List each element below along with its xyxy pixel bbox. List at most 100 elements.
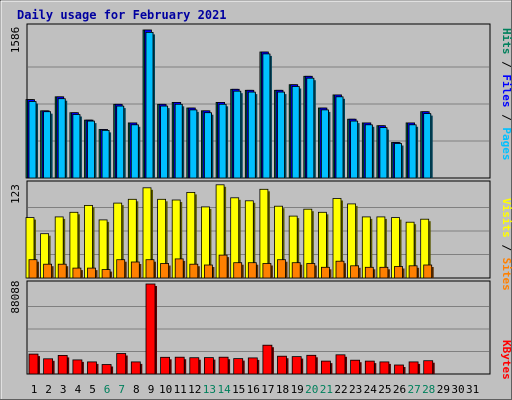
legend-hits-text: Hits [500, 28, 512, 55]
pages-bar-day-6 [101, 129, 110, 179]
day-label-30: 30 [451, 383, 464, 396]
pages-bar-day-27 [408, 124, 417, 179]
legend-files-text: Files [500, 74, 512, 107]
sites-bar-day-13 [203, 264, 213, 279]
kbytes-bar-day-12 [189, 357, 200, 375]
pages-bar-day-2 [43, 111, 51, 179]
legend-visits-sites: Visits / Sites [500, 198, 512, 291]
sites-bar-day-25 [379, 266, 389, 279]
legend-sites-text: Sites [500, 258, 512, 291]
day-label-15: 15 [232, 383, 245, 396]
kbytes-bar-day-25 [379, 361, 390, 375]
kbytes-bar-day-18 [277, 355, 287, 375]
pages-bar-day-15 [233, 90, 242, 179]
pages-bar-day-25 [379, 127, 388, 179]
pages-bar-day-1 [28, 101, 37, 179]
sites-bar-day-19 [291, 262, 301, 279]
day-label-7: 7 [118, 383, 125, 396]
pages-bar-day-19 [291, 86, 300, 179]
day-label-8: 8 [133, 383, 140, 396]
kbytes-bar-day-27 [408, 361, 419, 375]
day-label-26: 26 [393, 383, 406, 396]
kbytes-bar-day-16 [247, 357, 258, 375]
sites-bar-day-27 [408, 265, 418, 279]
day-label-13: 13 [203, 383, 216, 396]
sites-bar-day-18 [277, 259, 286, 279]
pages-bar-day-3 [57, 98, 66, 179]
kbytes-bar-day-21 [320, 360, 331, 375]
day-label-20: 20 [305, 383, 318, 396]
kbytes-bar-day-7 [116, 353, 127, 375]
sites-bar-day-21 [320, 266, 330, 279]
visits-bar-day-5 [84, 204, 93, 279]
pages-bar-day-16 [247, 91, 256, 179]
day-label-12: 12 [188, 383, 201, 396]
sites-bar-day-1 [28, 259, 38, 279]
sites-bar-day-28 [423, 264, 433, 279]
sites-bar-day-6 [101, 269, 111, 279]
day-label-29: 29 [437, 383, 450, 396]
sites-bar-day-20 [306, 263, 316, 279]
pages-bar-day-22 [335, 96, 344, 179]
kbytes-bar-day-28 [423, 360, 434, 375]
pages-bar-day-9 [145, 32, 154, 179]
kbytes-bar-day-26 [394, 364, 404, 375]
pages-bar-day-7 [116, 105, 125, 179]
sites-bar-day-12 [189, 263, 199, 279]
legend-visits-sites-text: Visits / Sites [500, 198, 512, 291]
legend-separator: / [500, 55, 512, 75]
kbytes-bar-day-19 [291, 356, 302, 375]
day-label-19: 19 [291, 383, 304, 396]
day-label-25: 25 [378, 383, 391, 396]
pages-bar-day-17 [262, 53, 271, 179]
pages-bar-day-20 [306, 77, 315, 179]
day-label-27: 27 [407, 383, 420, 396]
sites-bar-day-11 [174, 258, 184, 279]
sites-bar-day-2 [43, 263, 52, 279]
legend-separator: / [500, 108, 512, 128]
kbytes-bar-day-5 [87, 361, 97, 375]
kbytes-bar-day-24 [364, 360, 375, 375]
sites-bar-day-4 [72, 267, 82, 279]
sites-bar-day-26 [394, 266, 403, 279]
kbytes-bar-day-14 [218, 356, 229, 375]
day-label-11: 11 [174, 383, 187, 396]
pages-bar-day-13 [203, 112, 212, 179]
day-label-6: 6 [104, 383, 111, 396]
day-label-2: 2 [45, 383, 52, 396]
max-value-labels: 1586 123 88088 [9, 27, 22, 314]
day-label-17: 17 [261, 383, 274, 396]
pages-bar-day-28 [423, 113, 432, 179]
legend-visits-text: Visits [500, 198, 512, 238]
panel-1-max-label: 1586 [9, 27, 22, 54]
kbytes-bar-day-3 [57, 354, 68, 375]
kbytes-bar-day-17 [262, 344, 273, 375]
kbytes-bar-day-10 [160, 356, 171, 375]
legend-pages-text: Pages [500, 127, 512, 160]
kbytes-bar-day-23 [350, 359, 361, 375]
day-label-5: 5 [89, 383, 96, 396]
bars [25, 29, 435, 375]
kbytes-bar-day-13 [203, 357, 214, 375]
kbytes-bar-day-2 [43, 358, 53, 375]
pages-bar-day-23 [350, 120, 359, 179]
day-label-18: 18 [276, 383, 289, 396]
day-label-1: 1 [31, 383, 38, 396]
kbytes-bar-day-8 [130, 361, 141, 375]
day-label-3: 3 [60, 383, 67, 396]
day-label-10: 10 [159, 383, 172, 396]
pages-bar-day-14 [218, 103, 227, 179]
sites-bar-day-8 [130, 261, 140, 279]
day-label-4: 4 [75, 383, 82, 396]
legend-kbytes-text: KBytes [500, 340, 512, 380]
day-label-24: 24 [364, 383, 378, 396]
pages-bar-day-24 [364, 124, 373, 179]
pages-bar-day-5 [87, 120, 95, 179]
day-label-16: 16 [247, 383, 260, 396]
sites-bar-day-14 [218, 254, 228, 279]
sites-bar-day-22 [335, 260, 345, 279]
sites-bar-day-23 [350, 265, 360, 279]
panel-3-max-label: 88088 [9, 280, 22, 313]
day-label-31: 31 [466, 383, 479, 396]
